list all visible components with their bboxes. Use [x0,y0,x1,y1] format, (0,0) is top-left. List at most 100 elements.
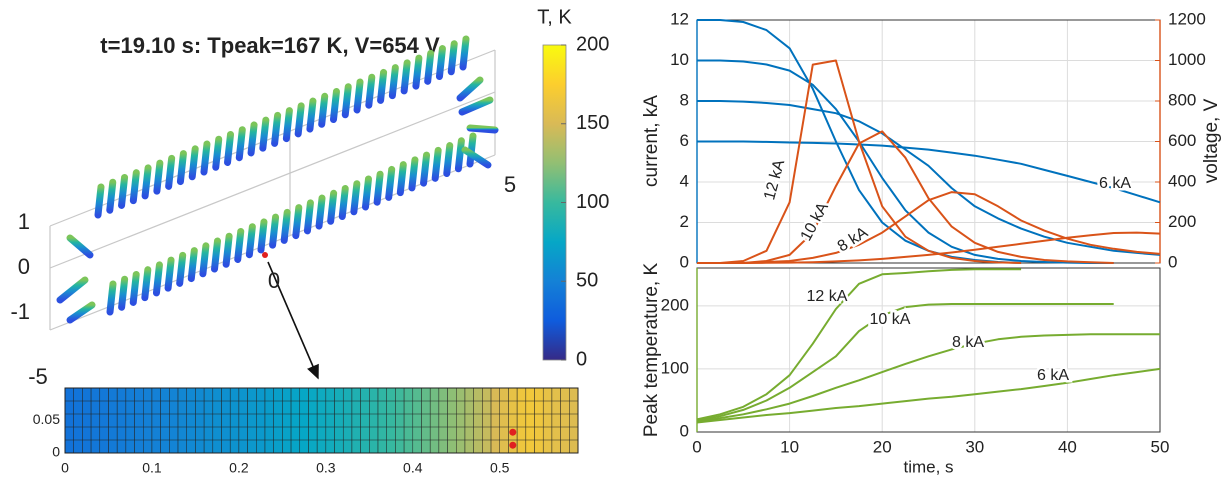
x-tick-label: 0.3 [316,460,336,476]
y-tick-label: 6 [680,131,689,150]
y-tick-label: 0 [680,252,689,271]
coil-strand [424,155,427,183]
x-tick-label: 0 [61,460,69,476]
coil-strand [169,158,172,186]
heat-cell [82,388,91,453]
heat-cell [421,388,430,453]
heat-cell [152,388,161,453]
y-axis-label: current, kA [641,95,662,187]
heat-cell [535,388,544,453]
heat-cell [256,388,265,453]
page: t=19.10 s: Tpeak=167 K, V=654 V -1 0 1 -5 0 5 T… [0,0,1225,481]
z-tick-label: -1 [10,299,30,324]
coil-strand [180,154,183,182]
x-tick-label: -5 [28,364,48,389]
coil-strand [322,96,325,124]
annotation: 10 kA [798,200,832,244]
heat-cell [465,388,474,453]
coil-strand [354,184,357,212]
y2-tick-label: 1000 [1168,50,1206,69]
coil-end [462,100,490,112]
heat-cell [369,388,378,453]
y2-tick-label: 400 [1168,171,1196,190]
y-tick-label: 12 [670,9,689,28]
heat-cell [204,388,213,453]
heat-cell [230,388,239,453]
coil-strand [404,63,407,91]
coil-strand [228,134,231,162]
heat-cell [135,388,144,453]
heat-cell [543,388,552,453]
heat-cell [187,388,196,453]
heat-cell [378,388,387,453]
coil-strand [400,165,403,193]
heat-cell [474,388,483,453]
x-tick-label: 30 [965,437,984,456]
coil-strand [238,231,241,259]
coil-strand [458,141,461,169]
heat-cell [213,388,222,453]
heat-cell [569,388,578,453]
coil-end [60,280,85,300]
y-tick-label: 4 [680,171,689,190]
heat-cell [561,388,570,453]
coil-strand [261,222,264,250]
heat-cell [517,388,526,453]
x-tick-label: 0.1 [142,460,162,476]
coil-strand [145,168,148,196]
coil-strand [345,87,348,115]
heat-cell [65,388,74,453]
coil-strand [180,255,183,283]
coil-strand [389,169,392,197]
coil-strand [110,182,113,210]
coil-strand [369,77,372,105]
y-tick-label: 0 [680,421,689,440]
heat-cell [161,388,170,453]
coil-strand [263,120,266,148]
annotation: 6 kA [1099,175,1131,192]
x-tick-label: 0.5 [490,460,510,476]
z-tick-label: 1 [18,209,30,234]
x-tick-label: 50 [1151,437,1170,456]
y2-tick-label: 0 [1168,252,1177,271]
hot-spot [262,252,268,258]
coil-strand [203,246,206,274]
y2-tick-label: 1200 [1168,9,1206,28]
colorbar-title: T, K [537,6,572,28]
series-line [697,369,1160,423]
coil-strand [357,82,360,110]
coil-strand [451,44,454,72]
coil-strand [286,111,289,139]
coil-strand [110,284,113,312]
heat-cell [395,388,404,453]
heat-cell [387,388,396,453]
x-tick-label: 5 [504,172,516,197]
coil-strand [392,68,395,96]
series-line [697,131,1114,263]
heat-cell [413,388,422,453]
heat-cell [500,388,509,453]
coil-strand [122,279,125,307]
figure: t=19.10 s: Tpeak=167 K, V=654 V -1 0 1 -5 0 5 T… [0,0,1225,481]
heat-cell [117,388,126,453]
colorbar-tick-label: 150 [576,112,609,134]
heat-cell [143,388,152,453]
coil-strand [416,58,419,86]
coil-end [460,80,480,98]
annotation: 10 kA [870,311,911,328]
coil-strand [365,179,368,207]
y-tick-label: 100 [661,358,689,377]
hot-spot [509,442,516,449]
y-tick-label: 0 [52,444,60,460]
coil-strand [298,106,301,134]
heat-cell [195,388,204,453]
heat-cell [456,388,465,453]
annotation: 6 kA [1037,367,1069,384]
coil-strand [319,198,322,226]
coil-strand [463,39,466,67]
coil-strand [381,72,384,100]
heat-cell [100,388,109,453]
x-axis-label: time, s [903,457,953,476]
title: t=19.10 s: Tpeak=167 K, V=654 V [100,33,440,58]
colorbar-tick-label: 100 [576,191,609,213]
